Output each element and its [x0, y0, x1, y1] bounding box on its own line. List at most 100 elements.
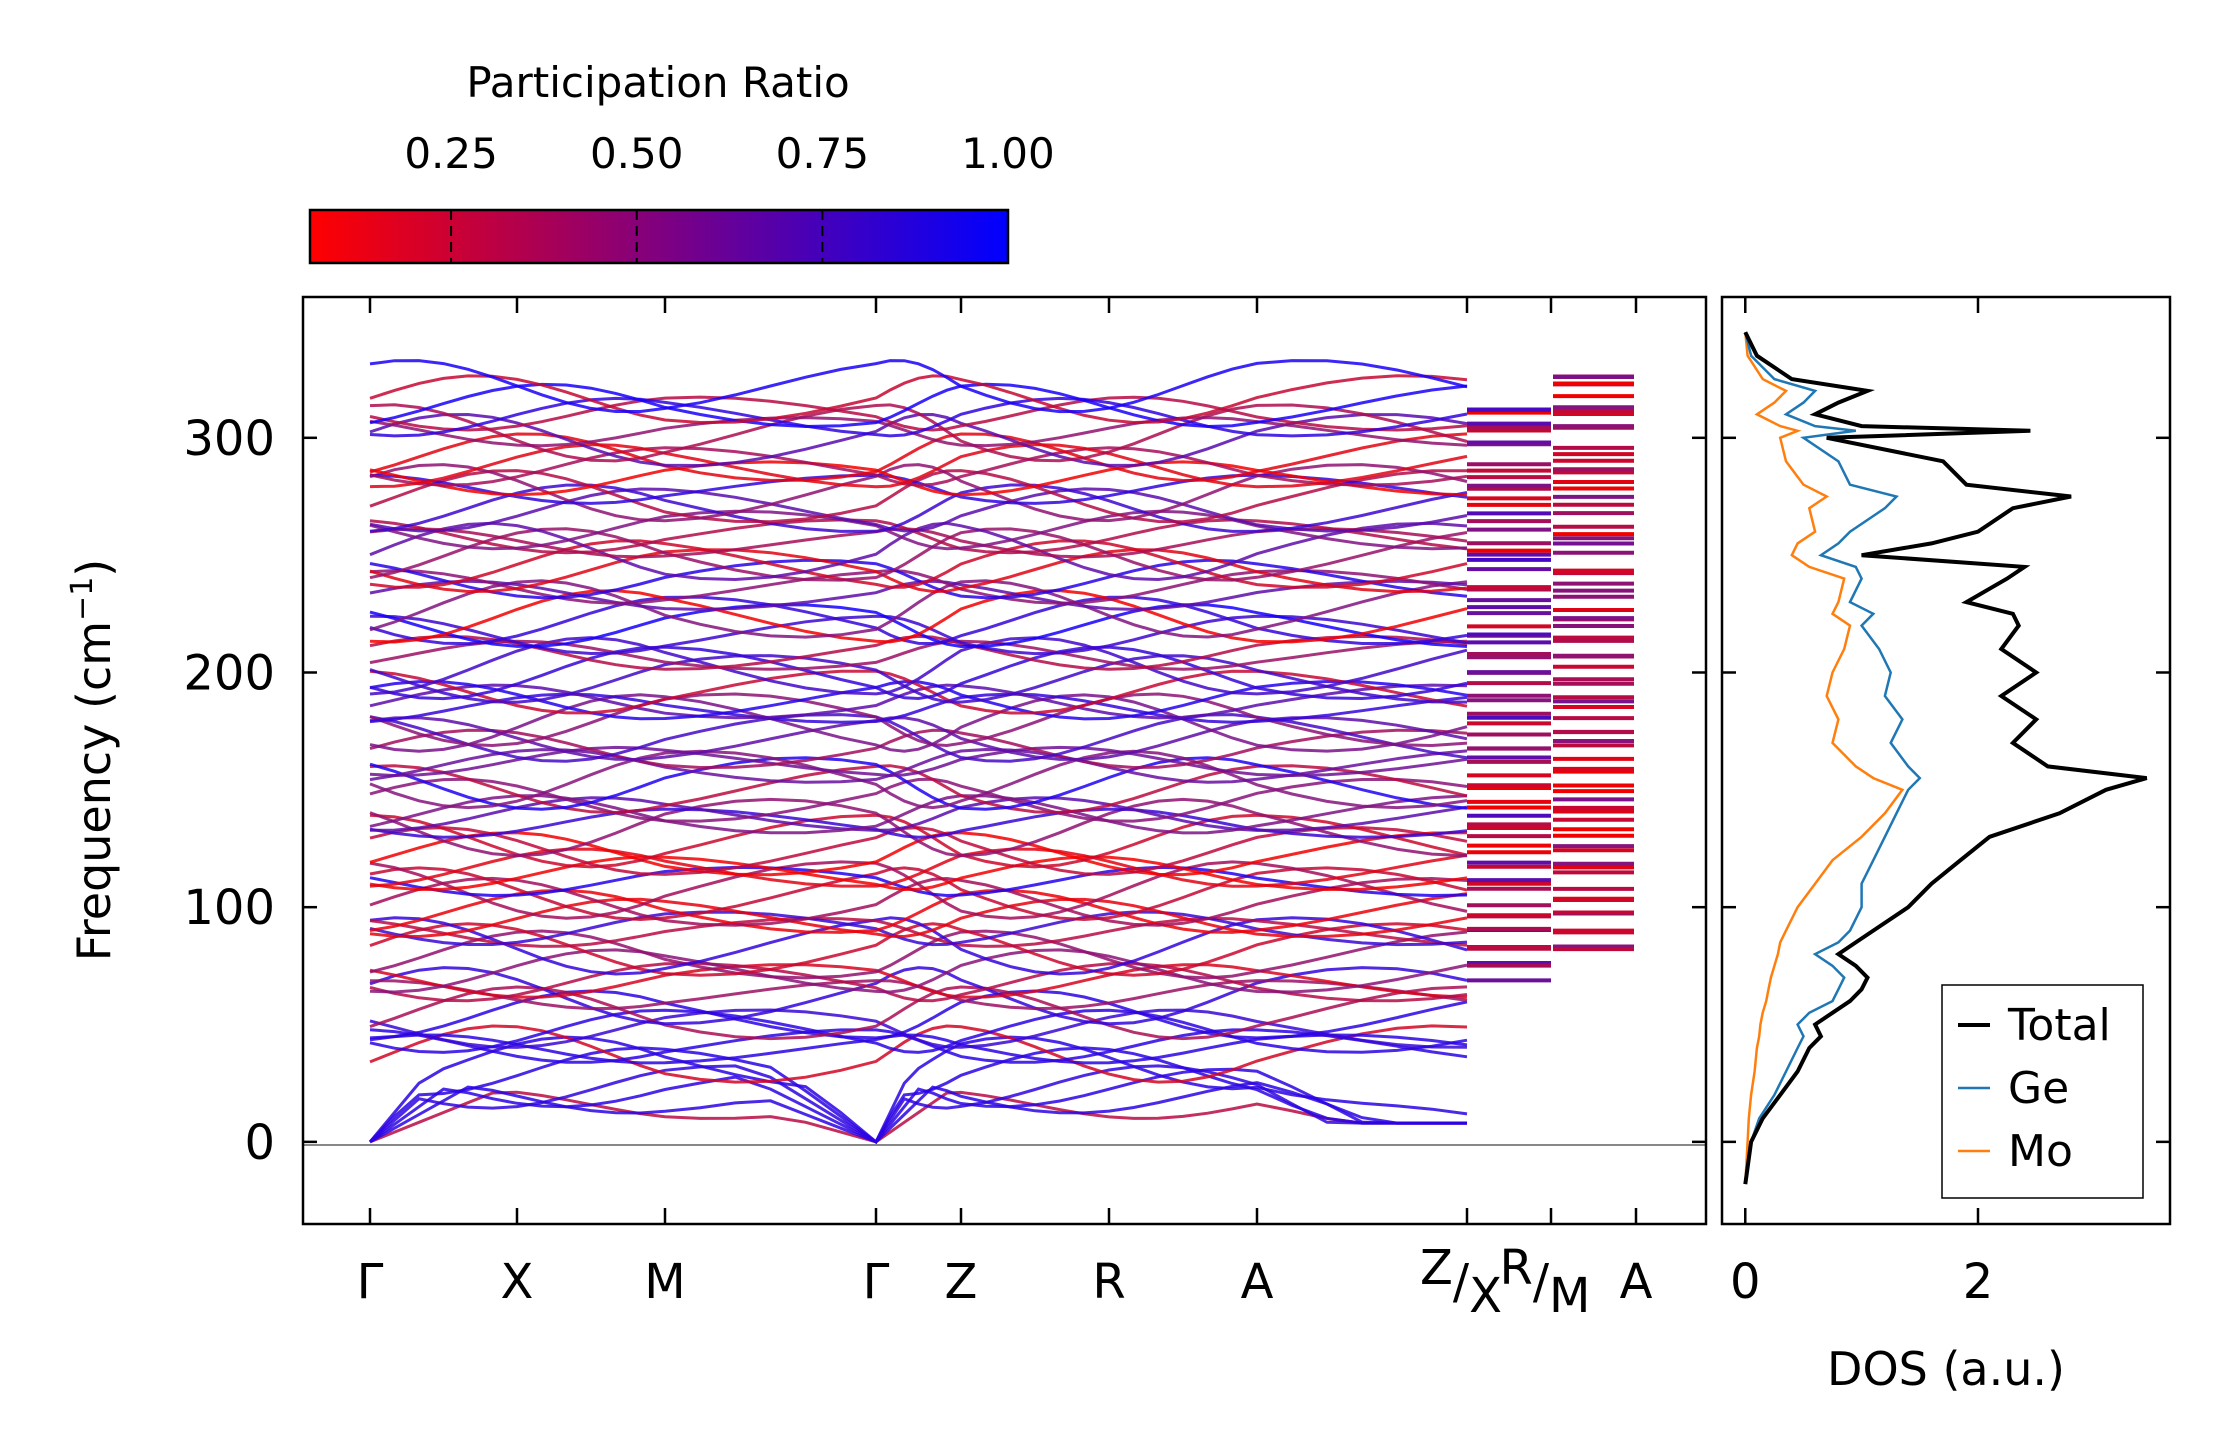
- x-tick-label: R/M: [1500, 1240, 1591, 1324]
- colorbar-gradient: [308, 208, 1010, 265]
- band-line: [369, 432, 1468, 483]
- band-line: [369, 888, 1468, 934]
- band-line: [369, 692, 1468, 724]
- band-line: [369, 794, 1468, 835]
- x-tick-label: M: [644, 1254, 685, 1310]
- colorbar-tick-label: 0.25: [404, 129, 498, 178]
- band-line: [369, 669, 1468, 715]
- band-line: [369, 518, 1468, 555]
- band-line: [369, 558, 1468, 600]
- band-line: [369, 639, 1468, 671]
- band-line: [369, 916, 1468, 976]
- band-line: [369, 865, 1468, 898]
- x-tick-label: R: [1092, 1254, 1125, 1310]
- band-line: [369, 359, 1468, 414]
- band-lines: [368, 359, 1634, 1145]
- band-line: [369, 416, 1468, 448]
- band-line: [369, 807, 1468, 839]
- dos-legend: Total Ge Mo: [1941, 984, 2144, 1199]
- band-line: [369, 396, 1468, 438]
- dos-x-tick-label: 2: [1963, 1254, 1994, 1310]
- band-line: [369, 756, 1468, 811]
- band-line: [369, 1033, 1468, 1065]
- dos-x-tick-label: 0: [1730, 1254, 1761, 1310]
- band-line: [369, 716, 1468, 762]
- dos-axes-frame: [1720, 295, 2172, 1226]
- band-line: [369, 589, 1468, 644]
- band-line: [369, 692, 1468, 748]
- band-line: [369, 797, 1468, 858]
- colorbar-title: Participation Ratio: [466, 58, 849, 107]
- band-line: [369, 897, 1468, 939]
- colorbar-ticks: 0.25 0.50 0.75 1.00: [404, 129, 1055, 263]
- legend-box: [1941, 984, 2144, 1199]
- x-tick-label: Z: [945, 1254, 978, 1310]
- band-line: [369, 645, 1468, 701]
- legend-label: Ge: [2008, 1063, 2069, 1114]
- band-line: [369, 469, 1468, 524]
- band-line: [369, 747, 1468, 784]
- x-tick-label: A: [1620, 1254, 1653, 1310]
- dos-line-total: [1743, 331, 2148, 1185]
- band-line: [369, 749, 1468, 810]
- band-line: [369, 374, 1468, 425]
- band-x-ticks: Γ X M Γ Z R A Z/XR/M A: [357, 297, 1653, 1324]
- colorbar-tick-label: 0.50: [590, 129, 684, 178]
- band-line: [369, 636, 1468, 696]
- band-line: [369, 910, 1468, 947]
- band-axes-frame: [301, 295, 1708, 1226]
- band-line: [369, 483, 1468, 533]
- colorbar-tick-label: 0.75: [776, 129, 870, 178]
- band-line: [369, 1090, 1467, 1144]
- band-line: [369, 813, 1468, 869]
- band-line: [369, 395, 1468, 432]
- band-line: [369, 922, 1468, 977]
- dos-x-axis-label: DOS (a.u.): [1827, 1342, 2065, 1396]
- legend-label: Total: [2007, 1000, 2111, 1051]
- band-line: [369, 713, 1468, 763]
- band-line: [369, 568, 1468, 605]
- y-tick-label: 100: [183, 880, 275, 936]
- band-line: [369, 443, 1468, 489]
- x-tick-label: Z/X: [1420, 1240, 1502, 1324]
- band-line: [369, 961, 1468, 1003]
- band-line: [369, 1067, 1467, 1144]
- dos-line-mo: [1744, 332, 1905, 1185]
- band-line: [369, 745, 1468, 778]
- band-line: [369, 487, 1468, 533]
- band-line: [369, 683, 1468, 720]
- dos-y-ticks: [1722, 436, 2170, 1144]
- x-tick-label: X: [501, 1254, 534, 1310]
- band-line: [369, 595, 1468, 646]
- x-tick-label: Γ: [357, 1254, 384, 1310]
- band-y-ticks: 0 100 200 300: [183, 411, 1706, 1171]
- band-line: [369, 1064, 1467, 1144]
- band-line: [369, 693, 1468, 753]
- y-axis-label: Frequency (cm−1): [65, 559, 121, 962]
- dos-lines: [1743, 331, 2148, 1185]
- band-line: [369, 579, 1468, 639]
- band-line: [368, 1035, 1468, 1145]
- y-tick-label: 200: [183, 645, 275, 701]
- colorbar: Participation Ratio 0.25 0.50 0.75 1.00: [308, 58, 1055, 265]
- colorbar-tick-label: 1.00: [961, 129, 1055, 178]
- band-line: [369, 929, 1468, 980]
- band-line: [368, 1046, 1467, 1145]
- band-line: [369, 654, 1468, 704]
- band-line: [369, 403, 1468, 463]
- band-line: [369, 855, 1468, 892]
- band-line: [369, 847, 1468, 888]
- x-tick-label: A: [1241, 1254, 1274, 1310]
- x-tick-label: Γ: [863, 1254, 890, 1310]
- y-tick-label: 0: [244, 1115, 275, 1171]
- legend-label: Mo: [2008, 1126, 2073, 1177]
- dos-line-ge: [1744, 331, 1922, 1185]
- band-line: [369, 1008, 1468, 1049]
- band-line: [369, 446, 1468, 487]
- band-line: [369, 860, 1468, 920]
- band-line: [369, 527, 1468, 582]
